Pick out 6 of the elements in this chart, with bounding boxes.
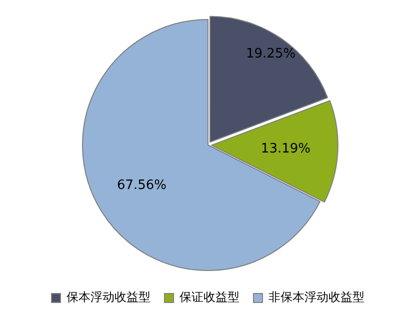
- legend-label: 保证收益型: [180, 290, 240, 304]
- data-label: 67.56%: [116, 178, 167, 194]
- data-label: 13.19%: [260, 142, 310, 157]
- legend-label: 非保本浮动收益型: [268, 290, 364, 304]
- legend-label: 保本浮动收益型: [66, 290, 150, 304]
- data-label: 19.25%: [246, 46, 296, 62]
